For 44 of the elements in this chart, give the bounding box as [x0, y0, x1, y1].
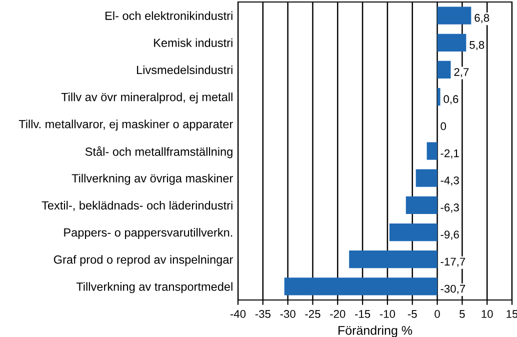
y-tick-label: Pappers- o pappersvarutillverkn. — [64, 228, 232, 239]
y-tick-label: Tillv av övr mineralprod, ej metall — [61, 92, 232, 104]
data-label: -17,7 — [440, 258, 466, 267]
y-tick-label: El- och elektronikindustri — [106, 11, 232, 20]
data-label: -30,7 — [440, 284, 466, 294]
x-tick-label: 5 — [460, 310, 465, 318]
y-tick-label: Textil-, beklädnads- och läderindustri — [42, 200, 232, 211]
y-tick-label: Livsmedelsindustri — [137, 65, 232, 74]
data-label: -9,6 — [440, 230, 459, 240]
x-axis-title: Förändring % — [338, 326, 412, 337]
x-tick-label: -10 — [380, 310, 396, 318]
bar — [426, 142, 438, 160]
data-label: 0 — [440, 122, 446, 130]
bar — [406, 196, 438, 214]
x-tick-label: -5 — [408, 310, 417, 318]
data-label: 2,7 — [454, 68, 469, 78]
data-label: -2,1 — [440, 149, 459, 159]
x-tick-label: 0 — [434, 310, 440, 318]
x-tick-label: -35 — [255, 310, 270, 318]
bar — [437, 34, 466, 52]
bar — [437, 88, 440, 106]
data-label: -4,3 — [440, 176, 459, 186]
bar — [349, 250, 438, 268]
y-tick-label: Tillv. metallvaror, ej maskiner o apparater — [18, 120, 233, 131]
y-tick-label: Tillverkning av övriga maskiner — [72, 174, 233, 185]
data-label: -6,3 — [440, 204, 459, 213]
x-tick-label: -40 — [230, 310, 246, 318]
x-tick-label: -15 — [355, 310, 370, 318]
bar — [437, 60, 451, 79]
y-tick-label: Tillverkning av transportmedel — [76, 282, 232, 294]
y-tick-label: Stål- och metallframställning — [85, 146, 232, 158]
data-label: 6,8 — [474, 14, 490, 24]
x-tick-label: -20 — [330, 310, 346, 318]
x-tick-label: -25 — [305, 310, 320, 318]
x-tick-label: -30 — [280, 310, 296, 318]
bar — [284, 278, 438, 296]
bar — [416, 169, 438, 187]
data-label: 0,6 — [444, 95, 458, 104]
y-tick-label: Kemisk industri — [154, 38, 232, 48]
data-label: 5,8 — [470, 41, 484, 50]
y-tick-label: Graf prod o reprod av inspelningar — [54, 255, 233, 266]
x-tick-label: 10 — [482, 310, 493, 318]
bar — [437, 6, 472, 24]
bar — [389, 223, 438, 242]
